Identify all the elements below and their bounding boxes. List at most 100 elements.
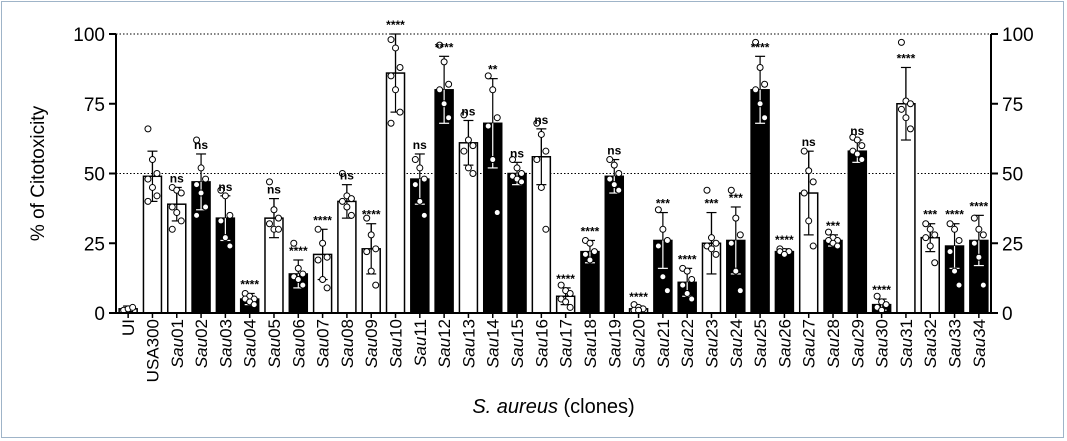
- data-point-Sau29: [853, 136, 861, 144]
- data-point-Sau06: [299, 270, 307, 278]
- category-label-Sau15: Sau15: [508, 319, 527, 368]
- category-label-group-Sau17: Sau17: [557, 319, 576, 368]
- significance-label-Sau24: ***: [729, 191, 743, 205]
- data-point-UI: [129, 303, 137, 311]
- data-point-Sau02: [197, 164, 205, 172]
- x-axis-title: S. aureus (clones): [472, 396, 634, 418]
- data-point-Sau24: [736, 231, 744, 239]
- data-point-Sau33: [955, 281, 963, 289]
- category-label-group-Sau21: Sau21: [654, 319, 673, 368]
- data-point-Sau01: [173, 209, 181, 217]
- data-point-Sau12: [436, 86, 444, 94]
- data-point-Sau31: [902, 114, 910, 122]
- significance-label-Sau05: ns: [267, 183, 281, 197]
- category-label-Sau21: Sau21: [654, 319, 673, 368]
- data-point-Sau22: [683, 267, 691, 275]
- significance-label-Sau14: **: [488, 63, 498, 77]
- data-point-Sau09: [367, 267, 375, 275]
- data-point-Sau16: [533, 119, 541, 127]
- category-label-group-Sau04: Sau04: [241, 319, 260, 368]
- category-label-Sau16: Sau16: [532, 319, 551, 368]
- data-point-Sau05: [270, 206, 278, 214]
- category-label-Sau06: Sau06: [289, 319, 308, 368]
- category-label-group-Sau02: Sau02: [192, 319, 211, 368]
- y-axis-label: % of Citotoxicity: [28, 105, 49, 241]
- data-point-Sau10: [387, 72, 395, 80]
- category-label-group-Sau01: Sau01: [168, 319, 187, 368]
- data-point-Sau06: [294, 264, 302, 272]
- category-label-Sau13: Sau13: [459, 319, 478, 368]
- data-point-Sau11: [420, 211, 428, 219]
- data-point-Sau08: [347, 211, 355, 219]
- data-point-Sau13: [460, 111, 468, 119]
- category-label-Sau03: Sau03: [216, 319, 235, 368]
- category-label-Sau25: Sau25: [751, 319, 770, 368]
- data-point-Sau10: [387, 119, 395, 127]
- data-point-Sau10: [387, 36, 395, 44]
- data-point-Sau23: [707, 245, 715, 253]
- category-label-group-Sau10: Sau10: [387, 319, 406, 368]
- category-label-Sau24: Sau24: [727, 319, 746, 368]
- significance-label-Sau08: ns: [340, 169, 354, 183]
- category-label-Sau22: Sau22: [678, 319, 697, 368]
- data-point-Sau07: [314, 225, 322, 233]
- category-label-group-USA300: USA300: [143, 319, 162, 382]
- data-point-Sau09: [367, 231, 375, 239]
- data-point-Sau02: [193, 136, 201, 144]
- category-label-group-Sau28: Sau28: [824, 319, 843, 368]
- data-point-Sau13: [469, 142, 477, 150]
- data-point-Sau07: [314, 256, 322, 264]
- data-point-Sau18: [590, 248, 598, 256]
- data-point-Sau22: [688, 276, 696, 284]
- data-point-Sau10: [392, 44, 400, 52]
- data-point-Sau32: [922, 234, 930, 242]
- data-point-Sau14: [484, 122, 492, 130]
- data-point-Sau12: [436, 41, 444, 49]
- data-point-Sau08: [343, 203, 351, 211]
- significance-label-Sau34: ****: [970, 199, 989, 213]
- data-point-Sau26: [780, 250, 788, 258]
- data-point-Sau32: [922, 220, 930, 228]
- data-point-Sau15: [513, 164, 521, 172]
- data-point-Sau22: [683, 289, 691, 297]
- category-label-group-Sau19: Sau19: [605, 319, 624, 368]
- data-point-Sau16: [537, 183, 545, 191]
- data-point-Sau12: [440, 100, 448, 108]
- data-point-USA300: [153, 192, 161, 200]
- data-point-Sau12: [445, 80, 453, 88]
- y-tick-label-left-75: 75: [84, 95, 105, 116]
- data-point-Sau27: [805, 217, 813, 225]
- data-point-Sau09: [372, 281, 380, 289]
- data-point-Sau16: [537, 130, 545, 138]
- data-point-Sau33: [951, 267, 959, 275]
- significance-label-Sau20: ****: [629, 290, 648, 304]
- data-point-Sau29: [858, 142, 866, 150]
- category-label-group-Sau33: Sau33: [946, 319, 965, 368]
- data-point-Sau22: [679, 281, 687, 289]
- category-label-group-Sau22: Sau22: [678, 319, 697, 368]
- category-label-group-Sau11: Sau11: [411, 319, 430, 367]
- significance-label-Sau26: ****: [775, 233, 794, 247]
- data-point-Sau27: [809, 178, 817, 186]
- category-label-Sau33: Sau33: [946, 319, 965, 368]
- category-label-group-Sau09: Sau09: [362, 319, 381, 368]
- data-point-Sau16: [542, 225, 550, 233]
- data-point-Sau05: [274, 214, 282, 222]
- data-point-Sau19: [615, 186, 623, 194]
- data-point-Sau09: [363, 214, 371, 222]
- data-point-Sau16: [533, 156, 541, 164]
- significance-label-Sau25: ****: [751, 40, 770, 54]
- data-point-Sau02: [193, 211, 201, 219]
- data-point-Sau08: [338, 170, 346, 177]
- category-label-group-Sau27: Sau27: [800, 319, 819, 368]
- category-label-group-Sau14: Sau14: [484, 319, 503, 368]
- data-point-Sau07: [319, 276, 327, 284]
- data-point-Sau25: [761, 80, 769, 88]
- data-point-Sau30: [882, 301, 890, 309]
- bar-Sau19: [604, 175, 625, 314]
- data-point-Sau03: [221, 234, 229, 242]
- data-point-USA300: [153, 170, 161, 177]
- data-point-Sau34: [975, 225, 983, 233]
- category-label-Sau30: Sau30: [873, 319, 892, 368]
- data-point-Sau02: [202, 175, 210, 183]
